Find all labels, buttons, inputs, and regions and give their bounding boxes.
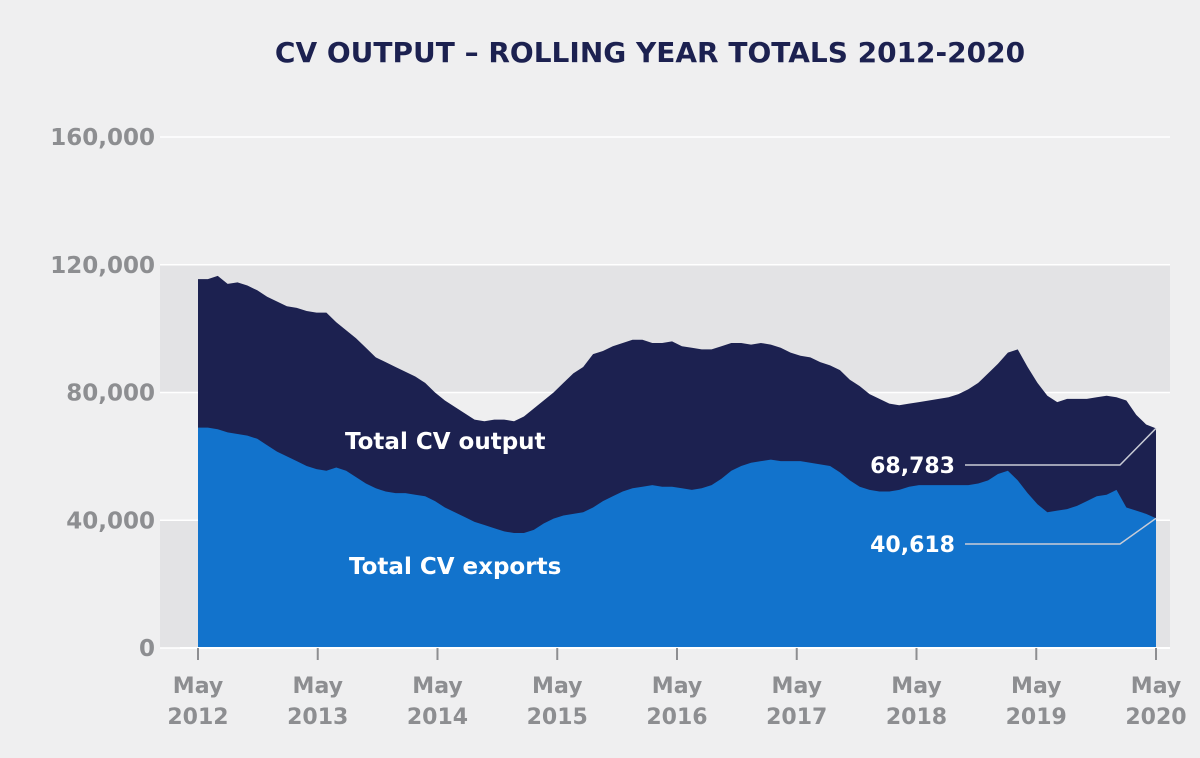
- x-tick-month: May: [772, 674, 822, 699]
- chart-title: CV OUTPUT – ROLLING YEAR TOTALS 2012-202…: [275, 36, 1025, 69]
- x-tick-year: 2016: [646, 705, 707, 730]
- x-tick-year: 2018: [886, 705, 947, 730]
- callout-leader-line: [965, 517, 1157, 545]
- y-tick-label: 120,000: [50, 253, 155, 279]
- x-tick-month: May: [173, 674, 223, 699]
- x-tick-year: 2020: [1125, 705, 1186, 730]
- y-tick-label: 40,000: [66, 508, 155, 534]
- x-tick-year: 2019: [1006, 705, 1067, 730]
- series-areas: [180, 275, 1170, 649]
- x-tick-month: May: [532, 674, 582, 699]
- x-tick-month: May: [293, 674, 343, 699]
- y-tick-label: 0: [139, 636, 155, 662]
- total-cv-exports-area: [198, 427, 1156, 648]
- y-axis: 160,000 120,000 80,000 40,000 0: [50, 125, 155, 662]
- total-cv-output-label: Total CV output: [345, 429, 546, 455]
- output-final-value: 68,783: [870, 454, 955, 479]
- callout-leader-line: [965, 427, 1157, 466]
- total-cv-exports-label: Total CV exports: [349, 554, 561, 580]
- x-tick-month: May: [1131, 674, 1181, 699]
- value-callouts: 68,783 40,618: [870, 427, 1157, 558]
- x-tick-month: May: [891, 674, 941, 699]
- y-tick-label: 160,000: [50, 125, 155, 151]
- x-tick-year: 2012: [167, 705, 228, 730]
- x-tick-year: 2014: [407, 705, 468, 730]
- x-tick-month: May: [652, 674, 702, 699]
- x-tick-year: 2013: [287, 705, 348, 730]
- x-tick-month: May: [412, 674, 462, 699]
- x-tick-month: May: [1011, 674, 1061, 699]
- x-axis: May 2012 May 2013 May 2014 May 2015 May 2016 May 20…: [167, 648, 1187, 730]
- x-tick-year: 2017: [766, 705, 827, 730]
- exports-final-value: 40,618: [870, 533, 955, 558]
- x-tick-year: 2015: [527, 705, 588, 730]
- y-tick-label: 80,000: [66, 381, 155, 407]
- series-labels: Total CV output Total CV exports: [345, 429, 561, 580]
